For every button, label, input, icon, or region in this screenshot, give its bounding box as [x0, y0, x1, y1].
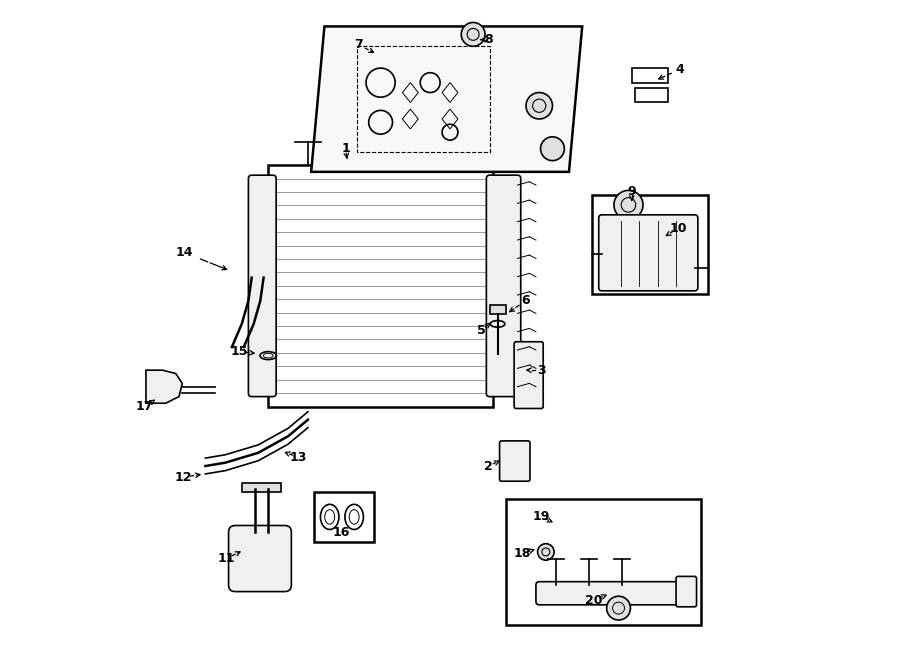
- Text: 10: 10: [670, 221, 687, 235]
- Text: 2: 2: [484, 459, 492, 473]
- Text: 12: 12: [175, 471, 192, 484]
- Text: 11: 11: [218, 552, 235, 565]
- FancyBboxPatch shape: [536, 582, 688, 605]
- Circle shape: [526, 93, 553, 119]
- Bar: [506, 499, 701, 625]
- Text: 17: 17: [136, 400, 153, 413]
- Circle shape: [607, 596, 631, 620]
- Circle shape: [614, 190, 643, 219]
- FancyBboxPatch shape: [514, 342, 544, 408]
- Bar: [592, 195, 707, 294]
- Polygon shape: [146, 370, 183, 403]
- Text: 7: 7: [355, 38, 364, 52]
- Polygon shape: [490, 305, 506, 314]
- Bar: [314, 492, 374, 542]
- Circle shape: [541, 137, 564, 161]
- Text: 19: 19: [533, 510, 550, 524]
- Text: 5: 5: [477, 324, 486, 337]
- Text: 16: 16: [332, 525, 349, 539]
- Text: 4: 4: [676, 63, 684, 76]
- Text: 15: 15: [231, 345, 248, 358]
- FancyBboxPatch shape: [229, 525, 292, 592]
- FancyBboxPatch shape: [486, 175, 521, 397]
- Text: 20: 20: [585, 594, 603, 607]
- Circle shape: [461, 22, 485, 46]
- Bar: [635, 88, 668, 102]
- Text: 1: 1: [341, 142, 350, 155]
- Text: 3: 3: [537, 364, 545, 377]
- Text: 8: 8: [484, 33, 492, 46]
- FancyBboxPatch shape: [676, 576, 697, 607]
- Bar: [632, 68, 668, 83]
- Text: 6: 6: [522, 294, 530, 307]
- Text: 9: 9: [627, 185, 636, 198]
- FancyBboxPatch shape: [598, 215, 698, 291]
- FancyBboxPatch shape: [248, 175, 276, 397]
- Bar: [268, 165, 493, 407]
- Text: 14: 14: [176, 246, 193, 259]
- Polygon shape: [311, 26, 582, 172]
- Text: 13: 13: [289, 451, 307, 464]
- Bar: [242, 483, 282, 492]
- Ellipse shape: [537, 543, 554, 560]
- Text: 18: 18: [513, 547, 531, 560]
- FancyBboxPatch shape: [500, 441, 530, 481]
